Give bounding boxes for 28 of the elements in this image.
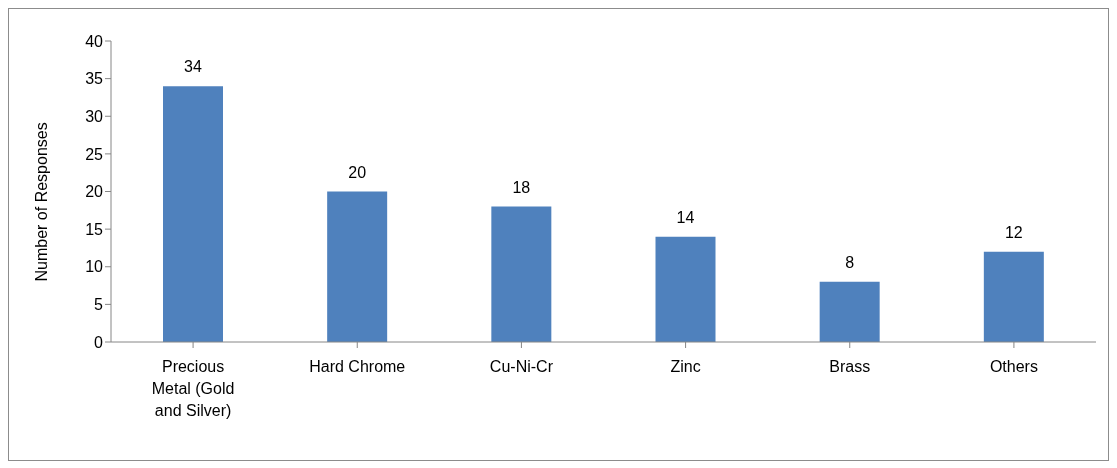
bar bbox=[327, 191, 388, 342]
data-label: 8 bbox=[845, 253, 855, 271]
bar bbox=[819, 281, 880, 342]
x-tick-label: Others bbox=[989, 358, 1038, 375]
data-label: 14 bbox=[676, 208, 695, 226]
y-tick-label: 0 bbox=[94, 333, 104, 351]
y-tick-label: 15 bbox=[85, 220, 104, 238]
x-tick-label: Brass bbox=[829, 358, 871, 375]
y-tick-label: 10 bbox=[85, 258, 104, 276]
bar bbox=[163, 86, 223, 342]
bar bbox=[655, 236, 716, 342]
y-tick-label: 20 bbox=[85, 183, 104, 201]
y-tick-label: 25 bbox=[85, 145, 104, 163]
x-tick-label: Cu-Ni-Cr bbox=[489, 358, 554, 375]
x-tick-label: Hard Chrome bbox=[309, 358, 406, 375]
y-tick-label: 40 bbox=[85, 32, 104, 50]
y-tick-label: 35 bbox=[85, 70, 104, 88]
data-label: 18 bbox=[512, 178, 531, 196]
y-tick-label: 5 bbox=[94, 296, 104, 314]
x-tick-label: Precious Metal (Gold and Silver) bbox=[151, 358, 235, 419]
bar bbox=[491, 206, 552, 342]
x-tick-label: Zinc bbox=[670, 358, 701, 375]
data-label: 20 bbox=[348, 163, 367, 181]
y-tick-label: 30 bbox=[85, 107, 104, 125]
data-label: 12 bbox=[1004, 223, 1023, 241]
y-axis-title: Number of Responses bbox=[32, 122, 50, 282]
bar bbox=[983, 251, 1044, 342]
data-label: 34 bbox=[184, 58, 202, 76]
